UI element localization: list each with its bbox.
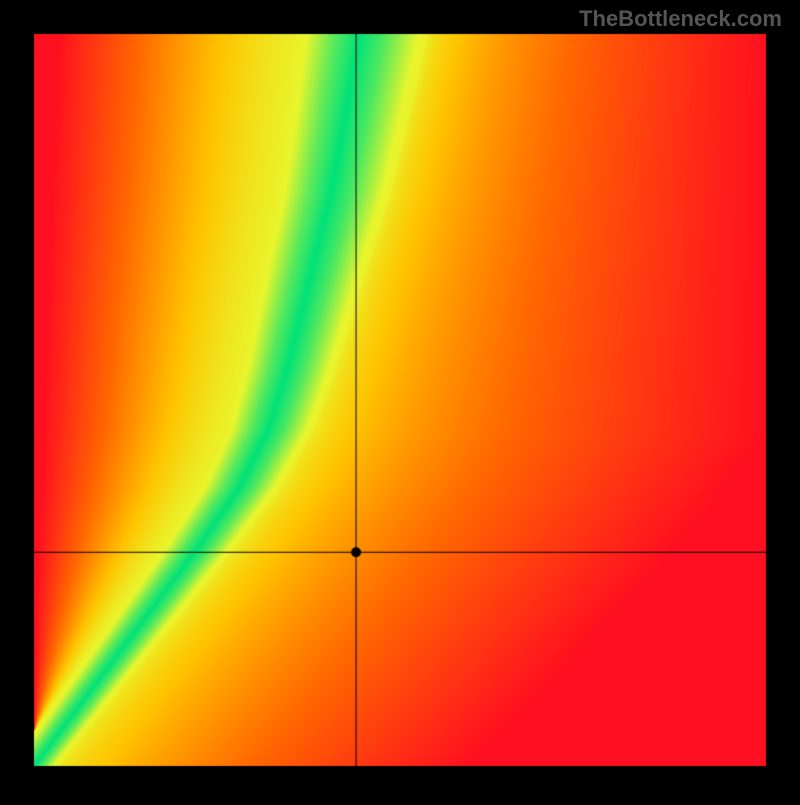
heatmap-container xyxy=(0,0,800,805)
heatmap-canvas xyxy=(0,0,800,800)
watermark-text: TheBottleneck.com xyxy=(579,6,782,32)
